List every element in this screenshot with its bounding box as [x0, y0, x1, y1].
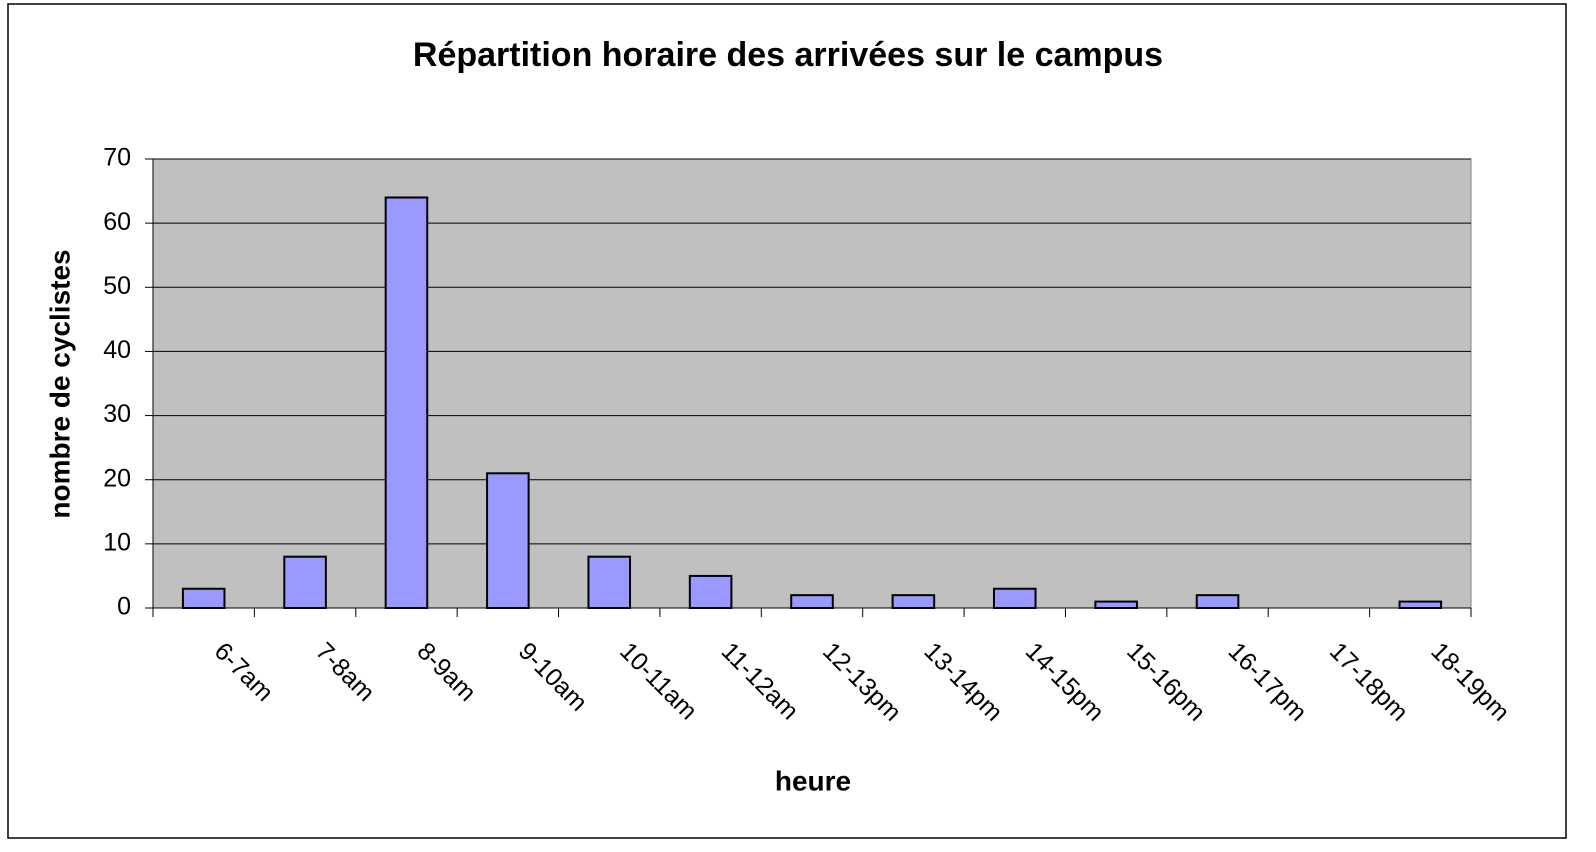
y-tick-label: 20 [103, 464, 131, 492]
y-tick-label: 0 [117, 593, 131, 621]
bar [891, 594, 936, 610]
bar [384, 196, 429, 609]
bar [1398, 600, 1443, 609]
x-axis-label: heure [775, 765, 851, 796]
plot-area [152, 158, 1472, 609]
y-tick-label: 70 [103, 144, 131, 172]
bar [1195, 594, 1240, 610]
bar [688, 574, 733, 610]
y-tick-label: 60 [103, 208, 131, 236]
y-tick-label: 30 [103, 400, 131, 428]
y-tick-label: 10 [103, 528, 131, 556]
y-tick-label: 40 [103, 336, 131, 364]
bar [283, 555, 327, 610]
bar [587, 555, 632, 610]
bar [181, 587, 226, 609]
y-tick-label: 50 [103, 272, 131, 300]
chart-title: Répartition horaire des arrivées sur le … [413, 36, 1163, 74]
bar [790, 594, 834, 610]
y-axis-label: nombre de cyclistes [44, 249, 75, 518]
bar [1094, 600, 1138, 609]
bar [992, 587, 1037, 609]
bar [486, 472, 530, 609]
